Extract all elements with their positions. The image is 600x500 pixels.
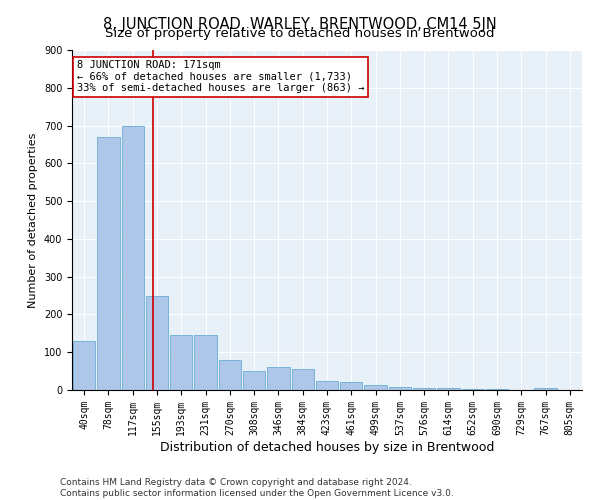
- Bar: [413, 388, 436, 390]
- Y-axis label: Number of detached properties: Number of detached properties: [28, 132, 38, 308]
- Text: 8, JUNCTION ROAD, WARLEY, BRENTWOOD, CM14 5JN: 8, JUNCTION ROAD, WARLEY, BRENTWOOD, CM1…: [103, 18, 497, 32]
- Bar: [364, 386, 387, 390]
- Bar: [122, 126, 144, 390]
- Bar: [437, 388, 460, 390]
- Bar: [340, 382, 362, 390]
- Bar: [73, 341, 95, 390]
- Bar: [218, 360, 241, 390]
- Bar: [194, 335, 217, 390]
- Bar: [316, 380, 338, 390]
- Bar: [267, 368, 290, 390]
- Text: Contains HM Land Registry data © Crown copyright and database right 2024.
Contai: Contains HM Land Registry data © Crown c…: [60, 478, 454, 498]
- Bar: [486, 389, 508, 390]
- Bar: [461, 389, 484, 390]
- Bar: [97, 137, 119, 390]
- Bar: [146, 296, 168, 390]
- Bar: [292, 369, 314, 390]
- X-axis label: Distribution of detached houses by size in Brentwood: Distribution of detached houses by size …: [160, 440, 494, 454]
- Bar: [243, 371, 265, 390]
- Bar: [389, 387, 411, 390]
- Bar: [170, 335, 193, 390]
- Bar: [535, 388, 557, 390]
- Text: 8 JUNCTION ROAD: 171sqm
← 66% of detached houses are smaller (1,733)
33% of semi: 8 JUNCTION ROAD: 171sqm ← 66% of detache…: [77, 60, 365, 94]
- Text: Size of property relative to detached houses in Brentwood: Size of property relative to detached ho…: [105, 28, 495, 40]
